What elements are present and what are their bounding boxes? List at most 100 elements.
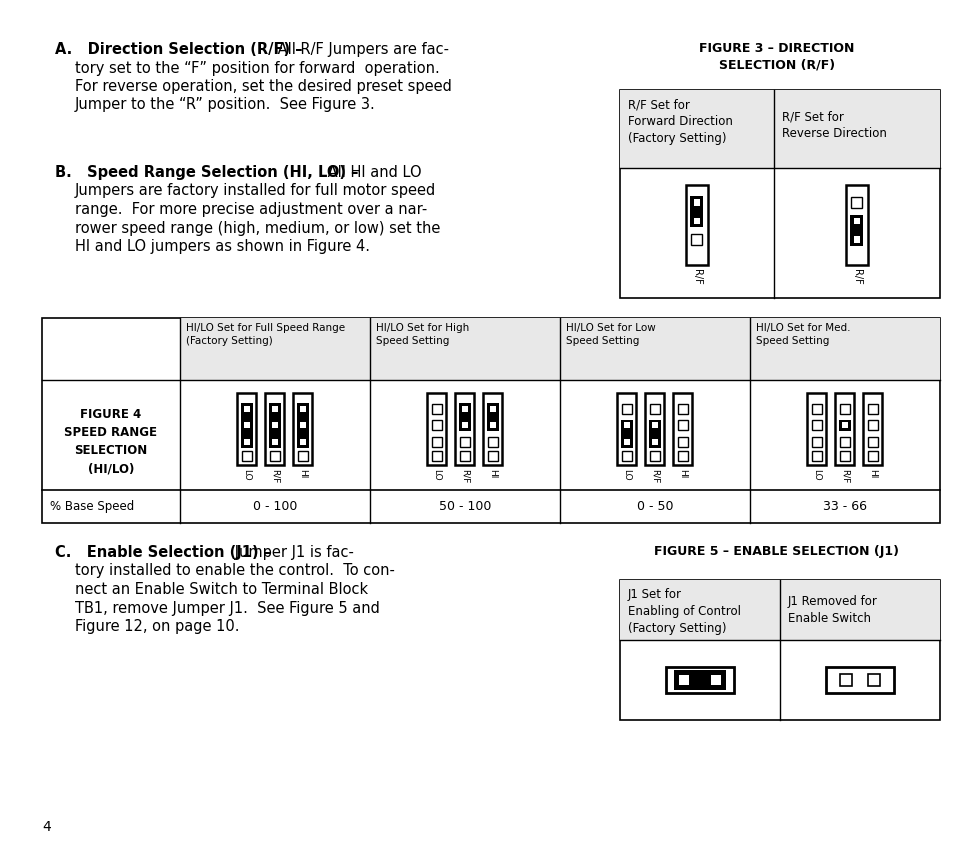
Bar	[462, 422, 467, 428]
Bar	[619, 580, 939, 640]
Bar	[483, 393, 502, 465]
Bar	[623, 422, 629, 428]
Bar	[839, 420, 850, 431]
Text: R/F Set for
Forward Direction
(Factory Setting): R/F Set for Forward Direction (Factory S…	[627, 98, 732, 145]
Bar	[623, 439, 629, 445]
Bar	[297, 451, 308, 461]
Bar	[867, 421, 877, 431]
Text: FIGURE 4
SPEED RANGE
SELECTION
(HI/LO): FIGURE 4 SPEED RANGE SELECTION (HI/LO)	[65, 408, 157, 475]
Bar	[619, 580, 939, 720]
Bar	[652, 439, 657, 445]
Text: HI and LO jumpers as shown in Figure 4.: HI and LO jumpers as shown in Figure 4.	[75, 239, 370, 254]
Bar	[490, 422, 496, 428]
Bar	[42, 318, 939, 523]
Text: R/F: R/F	[650, 469, 659, 483]
Text: HI: HI	[488, 469, 497, 478]
Text: 0 - 50: 0 - 50	[636, 500, 673, 513]
Bar	[621, 451, 631, 461]
Text: LO: LO	[812, 469, 821, 481]
Text: 4: 4	[42, 820, 51, 834]
Bar	[244, 439, 250, 445]
Bar	[272, 439, 277, 445]
Bar	[432, 437, 441, 447]
Bar	[853, 236, 859, 243]
Bar	[673, 670, 725, 690]
Text: rower speed range (high, medium, or low) set the: rower speed range (high, medium, or low)…	[75, 220, 440, 236]
Text: Jumper to the “R” position.  See Figure 3.: Jumper to the “R” position. See Figure 3…	[75, 98, 375, 113]
Bar	[867, 437, 877, 447]
Text: HI/LO Set for Full Speed Range
(Factory Setting): HI/LO Set for Full Speed Range (Factory …	[186, 323, 345, 346]
Bar	[845, 185, 867, 265]
Bar	[678, 421, 687, 431]
Bar	[619, 90, 939, 168]
Text: For reverse operation, set the desired preset speed: For reverse operation, set the desired p…	[75, 79, 452, 94]
Bar	[620, 420, 632, 448]
Text: B.   Speed Range Selection (HI, LO) –: B. Speed Range Selection (HI, LO) –	[55, 165, 358, 180]
Bar	[811, 437, 821, 447]
Text: HI/LO Set for High
Speed Setting: HI/LO Set for High Speed Setting	[375, 323, 469, 346]
Text: HI: HI	[298, 469, 307, 478]
Bar	[678, 404, 687, 414]
Bar	[673, 393, 692, 465]
Bar	[244, 406, 250, 412]
Text: LO: LO	[432, 469, 441, 481]
Bar	[867, 404, 877, 414]
Text: TB1, remove Jumper J1.  See Figure 5 and: TB1, remove Jumper J1. See Figure 5 and	[75, 600, 379, 616]
Bar	[241, 404, 253, 448]
Bar	[427, 393, 446, 465]
Bar	[649, 404, 659, 414]
Bar	[237, 393, 256, 465]
Bar	[490, 406, 496, 412]
Text: HI/LO Set for Low
Speed Setting: HI/LO Set for Low Speed Setting	[565, 323, 655, 346]
Bar	[710, 675, 720, 685]
Bar	[693, 199, 700, 206]
Bar	[180, 318, 939, 380]
Bar	[691, 234, 701, 245]
Bar	[617, 393, 636, 465]
Bar	[862, 393, 882, 465]
Bar	[693, 218, 700, 225]
Bar	[244, 422, 250, 428]
Bar	[272, 422, 277, 428]
Bar	[297, 404, 308, 448]
Bar	[839, 404, 849, 414]
Bar	[272, 406, 277, 412]
Text: R/F Set for
Reverse Direction: R/F Set for Reverse Direction	[781, 110, 885, 140]
Bar	[840, 674, 851, 686]
Text: A.   Direction Selection (R/F) –: A. Direction Selection (R/F) –	[55, 42, 302, 57]
Bar	[811, 421, 821, 431]
Bar	[487, 404, 498, 431]
Text: LO: LO	[622, 469, 631, 481]
Bar	[459, 437, 470, 447]
Bar	[678, 437, 687, 447]
Bar	[685, 185, 707, 265]
Bar	[242, 451, 252, 461]
Bar	[269, 404, 280, 448]
Bar	[853, 218, 859, 225]
Bar	[300, 439, 305, 445]
Bar	[649, 420, 659, 448]
Text: All HI and LO: All HI and LO	[323, 165, 421, 180]
Bar	[867, 451, 877, 461]
Bar	[850, 197, 862, 208]
Bar	[459, 404, 470, 431]
Text: R/F: R/F	[460, 469, 469, 483]
Bar	[835, 393, 854, 465]
Text: Jumper J1 is fac-: Jumper J1 is fac-	[230, 545, 354, 560]
Text: 50 - 100: 50 - 100	[438, 500, 491, 513]
Text: R/F: R/F	[840, 469, 848, 483]
Bar	[649, 451, 659, 461]
Bar	[678, 451, 687, 461]
Text: HI: HI	[678, 469, 687, 478]
Bar	[432, 451, 441, 461]
Bar	[806, 393, 825, 465]
Bar	[841, 422, 847, 428]
Bar	[867, 674, 879, 686]
Text: C.   Enable Selection (J1) –: C. Enable Selection (J1) –	[55, 545, 271, 560]
Bar	[432, 404, 441, 414]
Bar	[488, 451, 497, 461]
Text: R/F: R/F	[691, 269, 701, 285]
Text: HI/LO Set for Med.
Speed Setting: HI/LO Set for Med. Speed Setting	[755, 323, 850, 346]
Bar	[665, 667, 733, 693]
Text: tory set to the “F” position for forward  operation.: tory set to the “F” position for forward…	[75, 60, 439, 75]
